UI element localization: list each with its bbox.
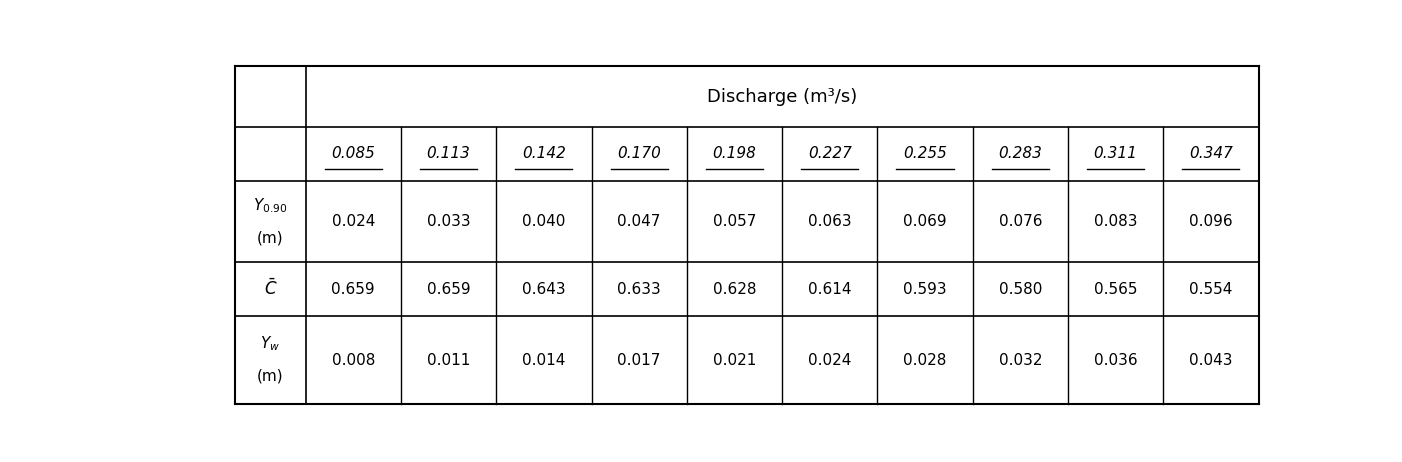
Text: 0.580: 0.580 xyxy=(998,282,1042,297)
Text: 0.085: 0.085 xyxy=(331,146,376,162)
Text: 0.028: 0.028 xyxy=(903,353,946,368)
Text: (m): (m) xyxy=(257,369,283,383)
Text: 0.032: 0.032 xyxy=(998,353,1042,368)
Text: $Y_w$: $Y_w$ xyxy=(261,335,280,353)
Text: 0.643: 0.643 xyxy=(522,282,565,297)
Text: 0.076: 0.076 xyxy=(998,214,1042,229)
Text: 0.633: 0.633 xyxy=(617,282,660,297)
Text: 0.198: 0.198 xyxy=(712,146,757,162)
Text: 0.036: 0.036 xyxy=(1094,353,1137,368)
Text: 0.142: 0.142 xyxy=(522,146,566,162)
Text: 0.047: 0.047 xyxy=(617,214,660,229)
Text: 0.659: 0.659 xyxy=(426,282,471,297)
Text: 0.057: 0.057 xyxy=(712,214,756,229)
Text: 0.008: 0.008 xyxy=(332,353,374,368)
Text: 0.017: 0.017 xyxy=(617,353,660,368)
Text: 0.043: 0.043 xyxy=(1189,353,1232,368)
Text: (m): (m) xyxy=(257,230,283,245)
Text: 0.069: 0.069 xyxy=(903,214,946,229)
Text: 0.170: 0.170 xyxy=(617,146,662,162)
Text: 0.033: 0.033 xyxy=(426,214,471,229)
Text: 0.227: 0.227 xyxy=(808,146,851,162)
Text: 0.614: 0.614 xyxy=(808,282,851,297)
Text: 0.565: 0.565 xyxy=(1094,282,1137,297)
Text: $\bar{C}$: $\bar{C}$ xyxy=(264,279,278,299)
Text: 0.011: 0.011 xyxy=(426,353,470,368)
Text: 0.311: 0.311 xyxy=(1094,146,1137,162)
Text: 0.347: 0.347 xyxy=(1189,146,1232,162)
Text: 0.593: 0.593 xyxy=(903,282,946,297)
Text: 0.014: 0.014 xyxy=(522,353,565,368)
Text: 0.628: 0.628 xyxy=(712,282,756,297)
Text: 0.063: 0.063 xyxy=(808,214,851,229)
Text: 0.659: 0.659 xyxy=(331,282,376,297)
Text: $Y_{0.90}$: $Y_{0.90}$ xyxy=(254,196,287,215)
Text: 0.554: 0.554 xyxy=(1189,282,1232,297)
Text: Discharge (m³/s): Discharge (m³/s) xyxy=(707,87,857,105)
Text: 0.113: 0.113 xyxy=(426,146,471,162)
Text: 0.024: 0.024 xyxy=(332,214,374,229)
Text: 0.021: 0.021 xyxy=(712,353,756,368)
Text: 0.083: 0.083 xyxy=(1094,214,1137,229)
Text: 0.255: 0.255 xyxy=(903,146,946,162)
Text: 0.096: 0.096 xyxy=(1189,214,1232,229)
Text: 0.283: 0.283 xyxy=(998,146,1042,162)
Text: 0.040: 0.040 xyxy=(522,214,565,229)
Text: 0.024: 0.024 xyxy=(808,353,851,368)
